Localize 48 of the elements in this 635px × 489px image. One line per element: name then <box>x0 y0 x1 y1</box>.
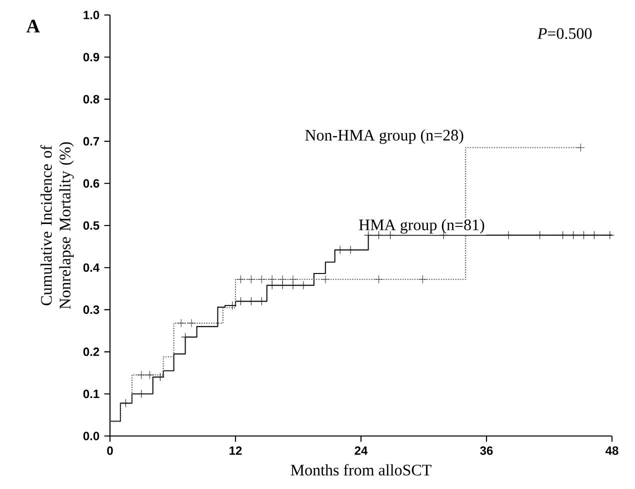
text: A <box>26 20 40 32</box>
point <box>278 275 287 284</box>
point <box>418 275 427 284</box>
point <box>374 230 384 240</box>
annotation: HMA group (n=81) <box>359 219 484 234</box>
point <box>288 275 298 284</box>
point <box>246 275 256 284</box>
y-tick-label: 0.6 <box>83 179 100 188</box>
point <box>576 143 585 152</box>
point <box>121 398 130 408</box>
point <box>321 275 330 284</box>
x-axis-title: Months from alloSCT <box>290 464 432 476</box>
annotation: P=0.500 <box>537 28 592 39</box>
point <box>364 230 373 240</box>
point <box>590 230 598 240</box>
y-tick-label: 1.0 <box>84 10 100 20</box>
point <box>187 318 196 328</box>
y-tick-label: 0.5 <box>83 221 100 230</box>
point <box>137 390 146 398</box>
point <box>569 230 578 240</box>
point <box>268 275 276 284</box>
point <box>504 230 513 240</box>
y-tick-label: 0.3 <box>83 305 100 314</box>
y-tick-label: 0.2 <box>83 348 100 356</box>
point <box>257 275 266 284</box>
x-tick-label: 24 <box>354 446 368 455</box>
point <box>579 230 588 240</box>
y-axis-title: Cumulative Incidence of Nonrelapse Mortality (%) <box>40 142 74 310</box>
y-tick-label: 0.7 <box>83 137 100 146</box>
point <box>137 370 146 380</box>
point <box>606 230 614 240</box>
point <box>558 230 568 240</box>
y-tick-label: 0.8 <box>83 94 100 104</box>
y-tick-label: 0.4 <box>83 263 100 272</box>
y-tick-label: 0.1 <box>83 390 100 398</box>
point <box>145 370 154 380</box>
x-tick-label: 36 <box>480 446 493 455</box>
point <box>176 318 186 328</box>
x-tick-label: 0 <box>107 446 113 455</box>
y-tick-label: 0.9 <box>83 52 100 62</box>
x-tick-label: 48 <box>606 446 618 455</box>
annotation: Non-HMA group (n=28) <box>305 129 464 144</box>
point <box>374 275 384 284</box>
point <box>536 230 544 240</box>
y-tick-label: 0.0 <box>83 432 100 440</box>
x-tick-label: 12 <box>230 446 242 455</box>
point <box>236 275 245 284</box>
point <box>386 230 395 240</box>
